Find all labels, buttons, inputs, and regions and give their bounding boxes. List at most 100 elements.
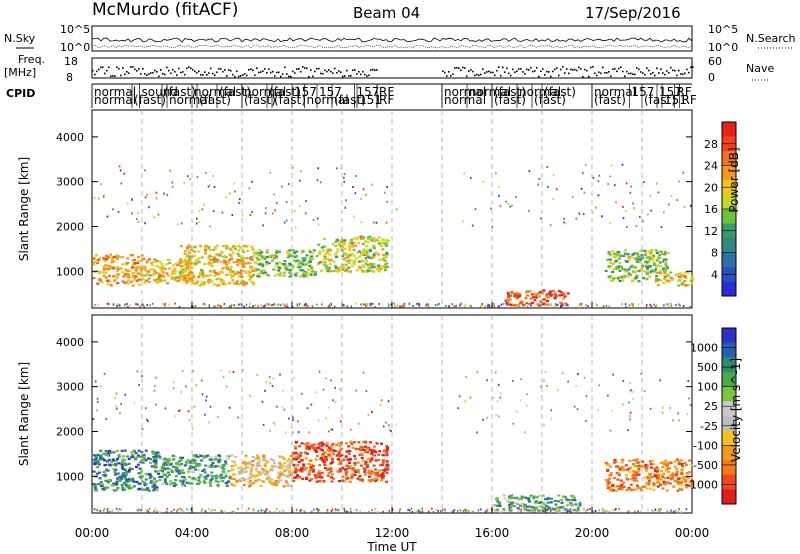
freq-mark (330, 70, 332, 73)
scatter-cell (229, 253, 233, 256)
scatter-cell (178, 479, 182, 482)
scatter-cell (395, 208, 398, 211)
scatter-cell (365, 390, 368, 393)
scatter-cell (119, 267, 123, 270)
scatter-cell (381, 472, 385, 475)
freq-mark (490, 71, 492, 74)
freq-panel (91, 57, 693, 79)
scatter-cell (155, 191, 158, 194)
scatter-cell (98, 455, 102, 458)
scatter-cell (335, 454, 339, 457)
freq-mark (278, 71, 280, 74)
scatter-cell (169, 462, 173, 465)
scatter-cell (580, 302, 583, 305)
scatter-cell (509, 205, 512, 208)
scatter-cell (154, 507, 157, 510)
scatter-cell (328, 406, 330, 409)
scatter-cell (615, 507, 617, 510)
freq-mark (180, 71, 182, 74)
scatter-cell (583, 376, 586, 379)
scatter-cell (383, 242, 386, 245)
scatter-cell (298, 205, 301, 207)
scatter-cell (199, 454, 203, 457)
scatter-cell (658, 508, 660, 511)
scatter-cell (341, 479, 344, 482)
scatter-cell (563, 302, 567, 305)
scatter-cell (360, 303, 362, 306)
freq-mark (584, 68, 586, 71)
scatter-cell (308, 471, 312, 474)
scatter-cell (183, 478, 187, 481)
freq-mark (662, 72, 664, 74)
scatter-cell (510, 291, 514, 294)
scatter-cell (238, 271, 242, 275)
scatter-cell (147, 489, 151, 492)
nsearch-tick-bottom: 10^0 (708, 41, 738, 54)
scatter-cell (682, 478, 686, 481)
scatter-cell (633, 464, 637, 467)
scatter-cell (153, 258, 157, 261)
scatter-cell (200, 271, 204, 274)
scatter-cell (135, 303, 137, 306)
freq-mark (354, 69, 356, 71)
scatter-cell (365, 305, 367, 308)
freq-mark (110, 75, 112, 77)
scatter-cell (684, 475, 688, 478)
scatter-cell (613, 184, 616, 187)
scatter-cell (182, 509, 185, 512)
freq-mark (98, 68, 100, 71)
scatter-cell (524, 431, 526, 434)
scatter-cell (150, 274, 154, 277)
scatter-cell (254, 267, 258, 270)
scatter-cell (114, 396, 116, 399)
scatter-cell (541, 303, 545, 306)
scatter-cell (364, 445, 368, 448)
freq-mark (616, 70, 618, 73)
scatter-cell (317, 510, 319, 513)
scatter-cell (218, 277, 222, 280)
scatter-cell (190, 273, 193, 276)
scatter-cell (659, 272, 663, 275)
scatter-cell (557, 509, 559, 511)
scatter-cell (120, 256, 123, 259)
scatter-cell (459, 303, 461, 306)
scatter-cell (266, 273, 270, 277)
scatter-cell (95, 459, 99, 463)
colorbar-tick-label: 24 (704, 160, 718, 173)
scatter-cell (236, 466, 240, 469)
scatter-cell (370, 239, 374, 243)
scatter-cell (300, 467, 303, 470)
scatter-cell (324, 264, 328, 267)
scatter-cell (328, 270, 332, 273)
scatter-cell (541, 303, 544, 306)
scatter-cell (272, 377, 274, 380)
scatter-cell (385, 221, 388, 224)
scatter-cell (213, 245, 217, 248)
scatter-cell (158, 274, 161, 277)
scatter-cell (607, 394, 609, 397)
freq-mark (468, 70, 470, 72)
scatter-cell (626, 253, 630, 256)
freq-mark (566, 68, 568, 70)
scatter-cell (127, 274, 131, 277)
scatter-cell (215, 273, 219, 276)
scatter-cell (625, 306, 627, 309)
nave-tick-top: 60 (708, 55, 722, 68)
scatter-cell (190, 249, 194, 252)
scatter-cell (330, 428, 332, 430)
scatter-cell (463, 508, 466, 511)
scatter-cell (472, 511, 474, 514)
scatter-cell (682, 476, 686, 479)
scatter-cell (633, 252, 637, 255)
scatter-cell (347, 511, 349, 513)
scatter-cell (621, 303, 623, 306)
scatter-cell (94, 254, 98, 257)
scatter-cell (626, 468, 630, 471)
scatter-cell (92, 459, 96, 462)
scatter-cell (93, 487, 97, 490)
scatter-cell (338, 460, 342, 463)
scatter-cell (209, 474, 213, 477)
scatter-cell (210, 477, 214, 480)
scatter-cell (520, 300, 524, 303)
